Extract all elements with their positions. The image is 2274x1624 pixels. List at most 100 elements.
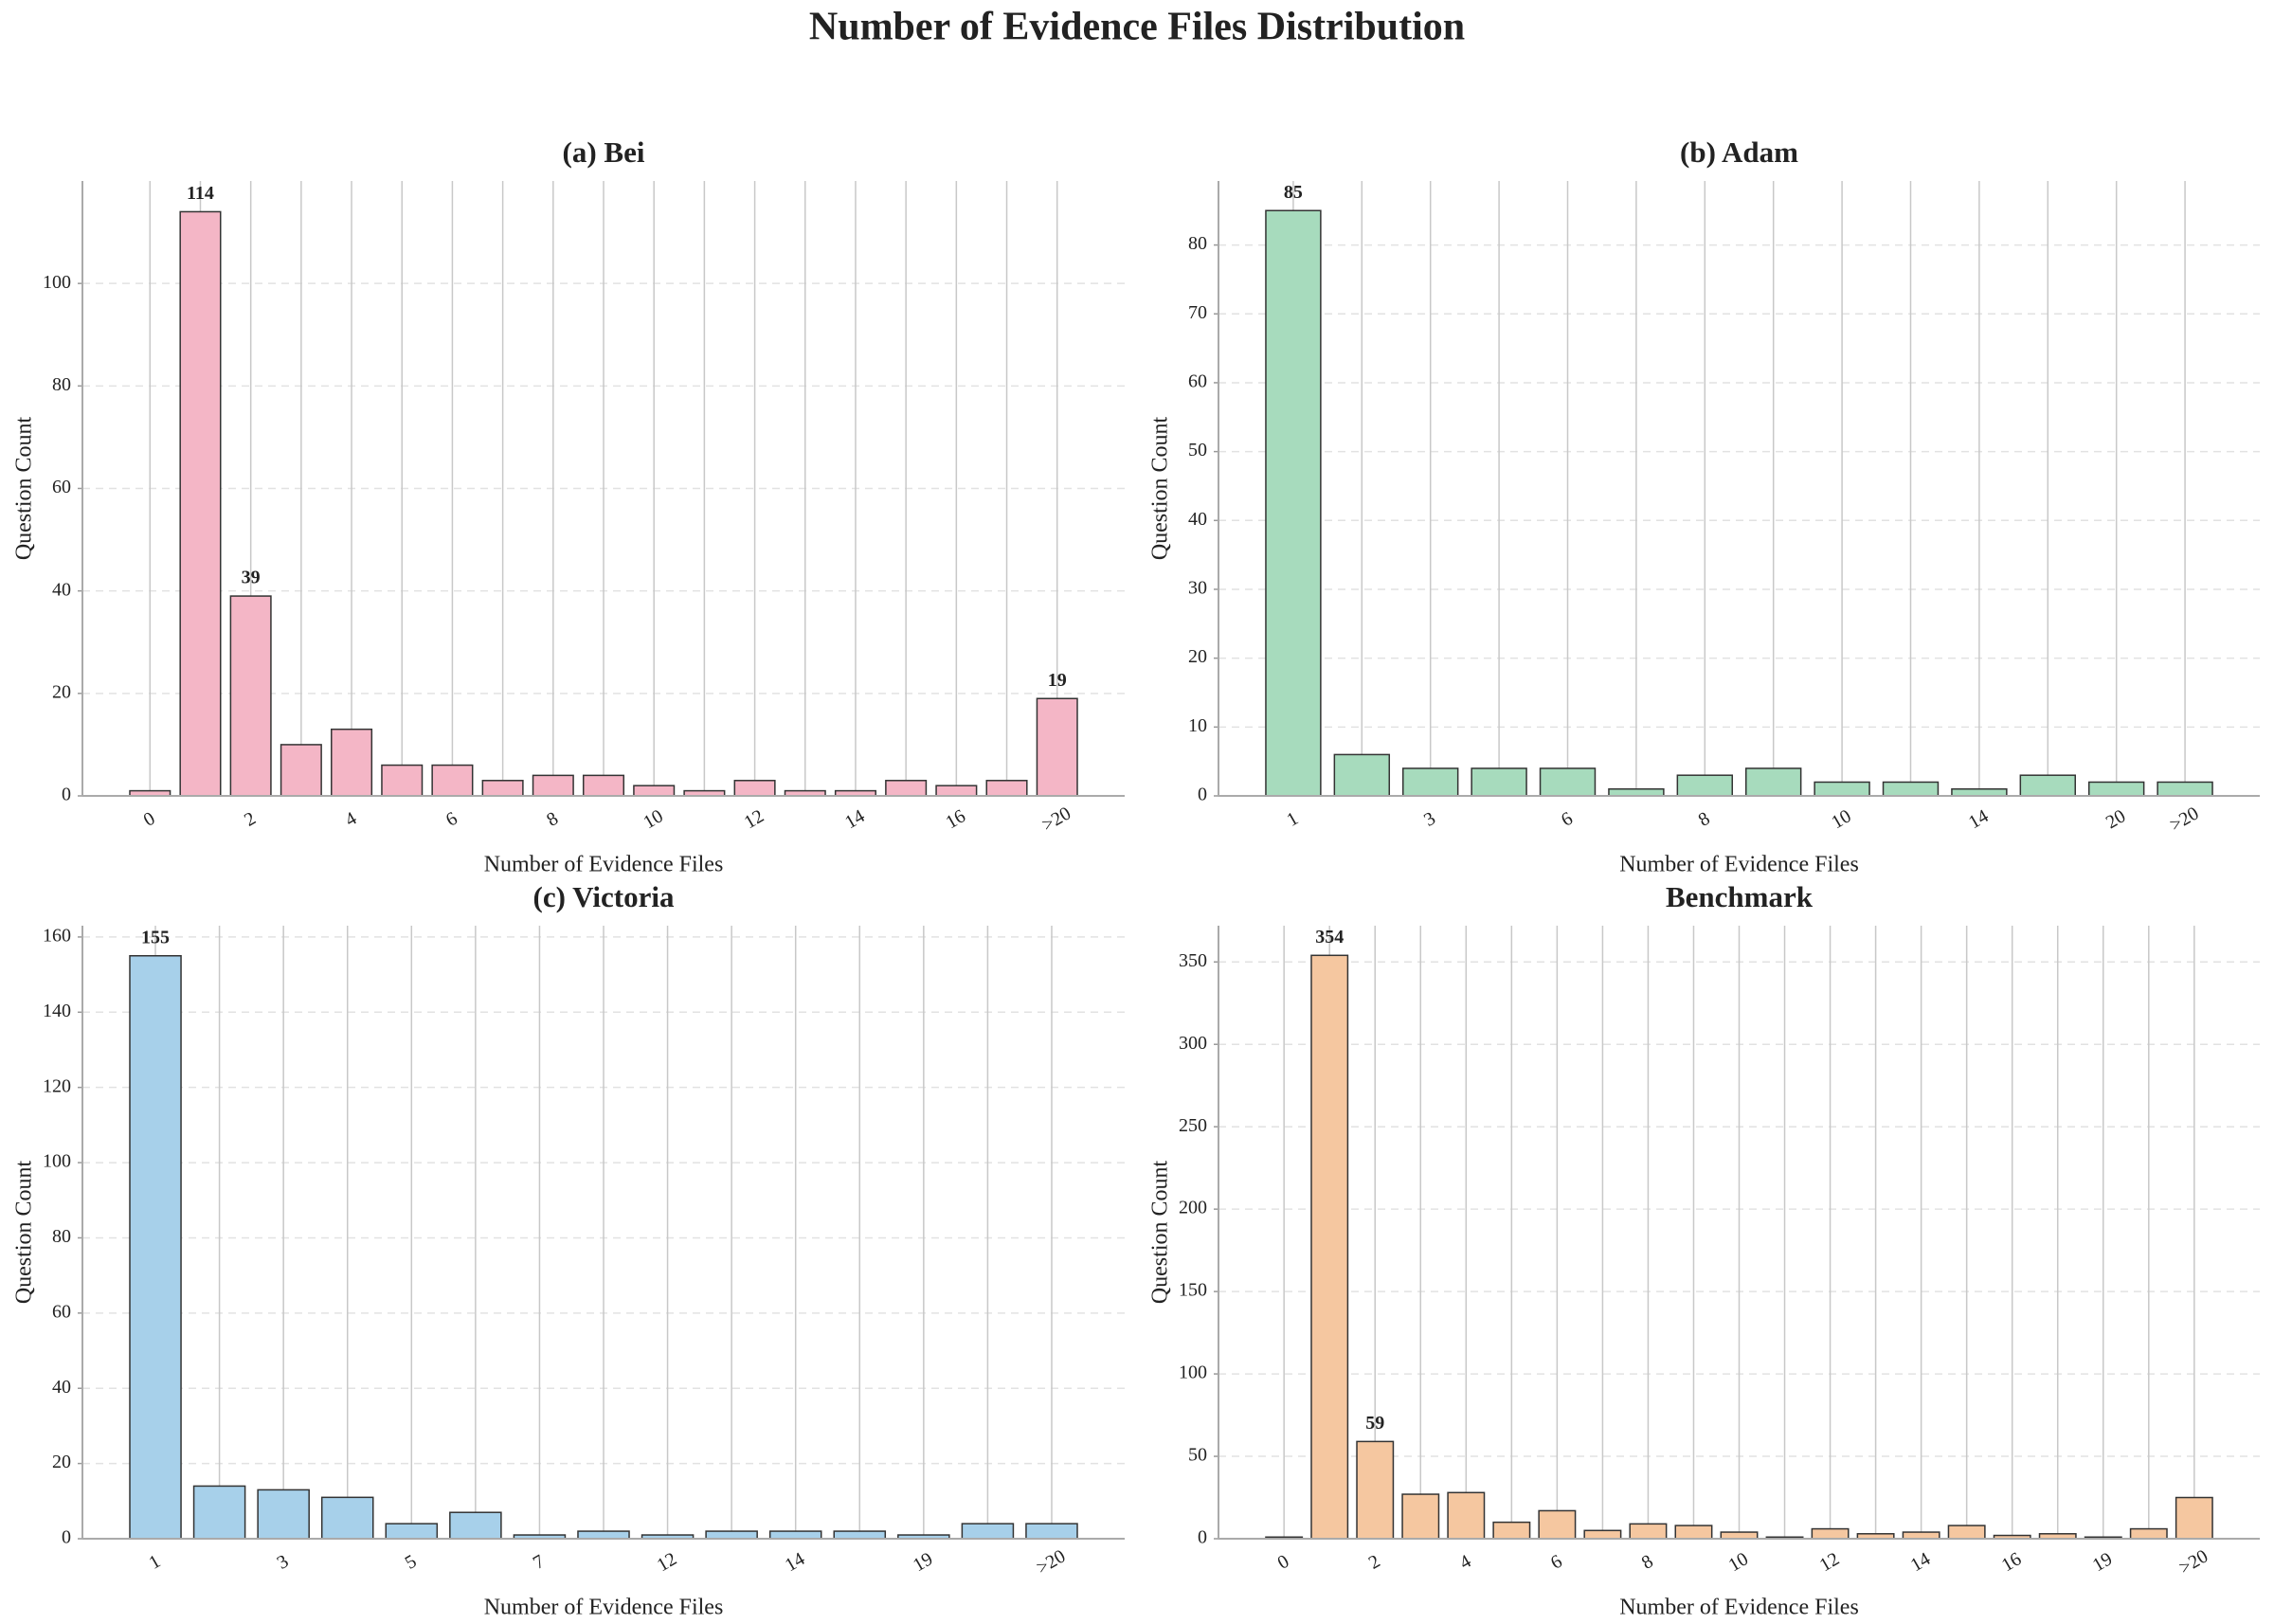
bar xyxy=(633,785,676,797)
bar xyxy=(1814,781,1870,797)
bar xyxy=(1583,1529,1622,1540)
x-tick-label: 8 xyxy=(1638,1551,1657,1574)
figure-title: Number of Evidence Files Distribution xyxy=(809,6,1465,49)
bar xyxy=(705,1530,758,1540)
y-tick-label: 150 xyxy=(1179,1280,1207,1301)
x-axis-label: Number of Evidence Files xyxy=(484,853,724,877)
bar xyxy=(385,1523,439,1540)
x-tick-label: >20 xyxy=(1033,1545,1069,1579)
bar xyxy=(733,780,776,797)
bar xyxy=(179,210,222,797)
bar xyxy=(1265,209,1322,797)
bar xyxy=(1539,767,1597,797)
y-tick-label: 10 xyxy=(1188,715,1207,736)
subplot: 0 50 100 150 200 250 300 350 0 354 59 2 4 6 8 10 12 14 16 1… xyxy=(1148,880,2260,1620)
bar xyxy=(1720,1531,1759,1540)
bar xyxy=(229,595,272,797)
x-tick-label: 6 xyxy=(1547,1551,1566,1574)
x-tick-label: 20 xyxy=(2103,805,2129,833)
bar xyxy=(1447,1491,1486,1540)
x-tick-label: 10 xyxy=(1828,805,1854,833)
x-tick-label: 14 xyxy=(1907,1548,1934,1576)
y-tick-label: 70 xyxy=(1188,302,1207,323)
bar xyxy=(1401,1493,1440,1540)
y-axis-label: Question Count xyxy=(12,417,37,561)
bar xyxy=(431,764,474,797)
subplot: 0 20 40 60 80 100 0 114 39 2 4 6 8 10 12 14 16 19 >20 (a) B… xyxy=(12,135,1125,877)
bar xyxy=(1402,767,1459,797)
bar xyxy=(1674,1525,1713,1540)
bar xyxy=(2175,1496,2213,1540)
value-label: 39 xyxy=(242,568,261,588)
y-tick-label: 40 xyxy=(52,579,71,600)
x-tick-label: 14 xyxy=(841,805,868,833)
y-tick-label: 250 xyxy=(1179,1115,1207,1136)
x-tick-label: >20 xyxy=(2166,803,2202,836)
x-axis-label: Number of Evidence Files xyxy=(1619,853,1859,877)
bar xyxy=(985,780,1028,797)
x-tick-label: 0 xyxy=(140,808,159,831)
bar xyxy=(2129,1527,2168,1540)
bar xyxy=(885,780,928,797)
y-axis-label: Question Count xyxy=(1148,1161,1173,1305)
bar xyxy=(1356,1440,1395,1540)
bar xyxy=(768,1530,822,1540)
bar xyxy=(257,1489,310,1540)
y-tick-label: 120 xyxy=(43,1075,71,1096)
x-tick-label: 4 xyxy=(342,808,361,831)
bar xyxy=(331,728,373,797)
bar xyxy=(1471,767,1527,797)
bar xyxy=(1608,787,1665,797)
y-tick-label: 300 xyxy=(1179,1033,1207,1054)
bar xyxy=(1947,1525,1986,1540)
y-tick-label: 0 xyxy=(62,1527,71,1548)
subplot-title: (a) Bei xyxy=(563,135,645,169)
bar xyxy=(1333,753,1391,797)
x-tick-label: 19 xyxy=(2089,1548,2116,1576)
y-tick-label: 0 xyxy=(1198,1527,1207,1548)
bar xyxy=(2087,781,2145,797)
subplot-title: (b) Adam xyxy=(1680,135,1798,169)
bar xyxy=(1951,787,2008,797)
bar xyxy=(1025,1523,1078,1540)
value-label: 59 xyxy=(1365,1413,1384,1434)
y-tick-label: 100 xyxy=(43,1151,71,1172)
x-tick-label: 6 xyxy=(1558,808,1577,831)
bar xyxy=(1902,1531,1940,1540)
y-tick-label: 60 xyxy=(1188,371,1207,392)
bar xyxy=(1882,781,1940,797)
y-tick-label: 80 xyxy=(52,374,71,395)
bar xyxy=(449,1511,502,1540)
x-tick-label: 19 xyxy=(910,1548,936,1576)
y-tick-label: 20 xyxy=(52,1452,71,1472)
bar xyxy=(1310,954,1349,1540)
x-tick-label: 1 xyxy=(1283,808,1302,831)
y-tick-label: 100 xyxy=(1179,1362,1207,1383)
bar xyxy=(961,1523,1015,1540)
bar xyxy=(129,955,182,1540)
x-tick-label: 14 xyxy=(1965,805,1992,833)
x-tick-label: 10 xyxy=(1725,1548,1752,1576)
x-tick-label: 16 xyxy=(1998,1548,2025,1576)
bar xyxy=(1036,697,1078,797)
y-tick-label: 80 xyxy=(1188,233,1207,254)
subplot: 0 20 40 60 80 100 120 140 160 155 1 3 5 7 12 14 19 >20 (c)… xyxy=(12,880,1125,1620)
value-label: 155 xyxy=(141,927,170,947)
x-tick-label: 12 xyxy=(1816,1548,1843,1576)
x-tick-label: 2 xyxy=(241,808,260,831)
x-tick-label: 12 xyxy=(741,805,767,833)
y-tick-label: 160 xyxy=(43,926,71,947)
subplot: 0 10 20 30 40 50 60 70 80 85 1 3 6 8 10 14 20 >20 (b) Adam… xyxy=(1148,135,2260,877)
bar xyxy=(481,780,524,797)
bar xyxy=(1492,1521,1531,1540)
x-tick-label: 14 xyxy=(782,1548,808,1576)
y-tick-label: 60 xyxy=(52,477,71,497)
bar xyxy=(2019,774,2076,797)
x-tick-label: 3 xyxy=(274,1551,293,1574)
y-tick-label: 200 xyxy=(1179,1198,1207,1218)
value-label: 19 xyxy=(1048,670,1067,691)
x-tick-label: 8 xyxy=(1695,808,1714,831)
value-label: 114 xyxy=(187,183,214,204)
x-tick-label: 12 xyxy=(654,1548,680,1576)
